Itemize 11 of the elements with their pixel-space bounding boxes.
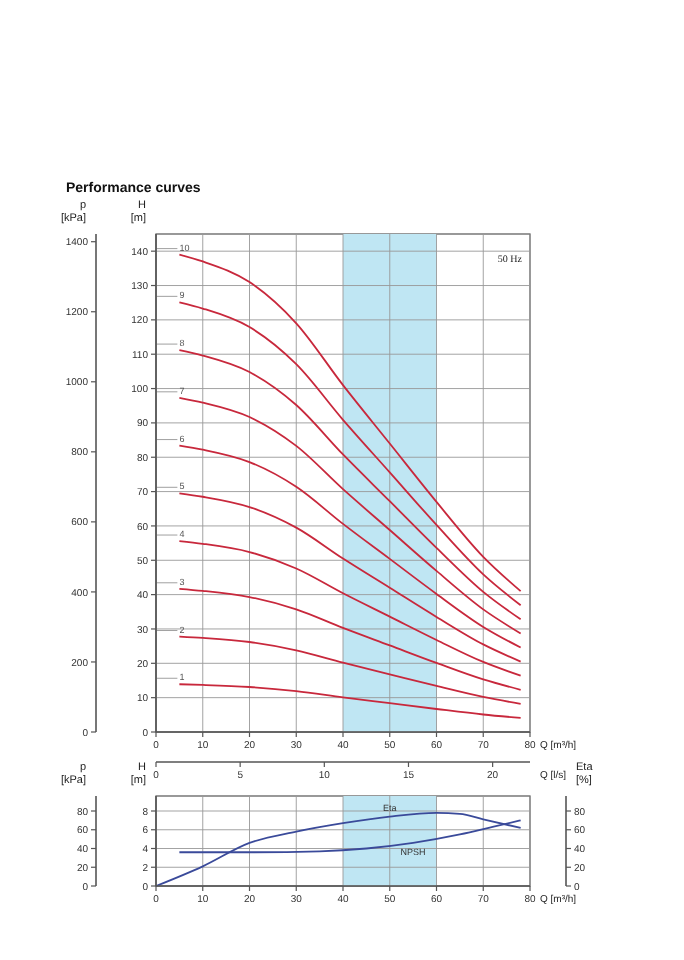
line-series [178,301,522,607]
line-series [178,540,522,677]
line-series [178,683,522,719]
line-series [178,492,522,663]
line-series [178,253,522,593]
line-series [178,444,522,649]
line-series [178,635,522,705]
line-series [155,811,522,887]
line-series [178,396,522,635]
line-series [178,587,522,691]
line-series [178,349,522,621]
